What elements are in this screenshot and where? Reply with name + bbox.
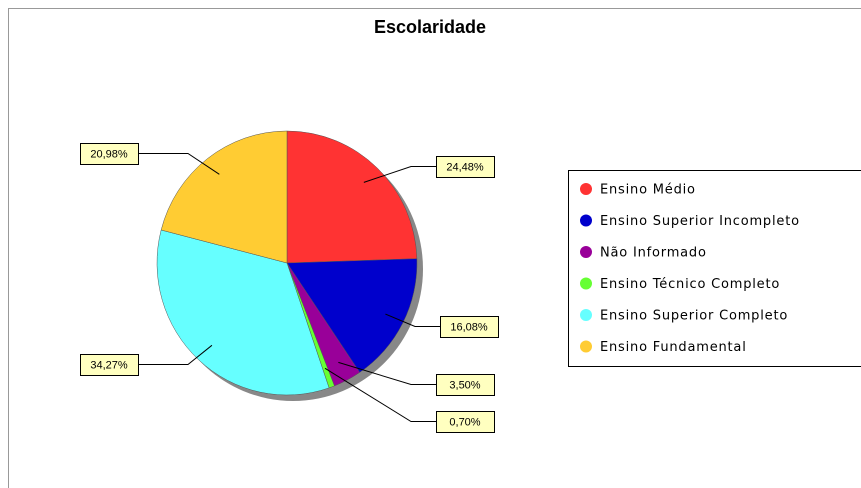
value-label: 3,50% [449, 379, 480, 391]
legend-marker [580, 183, 592, 195]
value-label: 20,98% [90, 148, 128, 160]
pie-slice [160, 130, 288, 264]
value-label-box [436, 374, 495, 396]
legend-marker [580, 246, 592, 258]
leader-line [138, 153, 220, 175]
value-label: 16,08% [450, 321, 488, 333]
legend-box [568, 170, 861, 367]
legend-label: Não Informado [600, 246, 707, 261]
value-label: 34,27% [90, 359, 128, 371]
legend-marker [580, 277, 592, 290]
value-label-box [80, 143, 139, 165]
legend-label: Ensino Fundamental [600, 340, 747, 355]
legend-marker [580, 340, 592, 353]
legend-label: Ensino Superior Completo [600, 309, 788, 324]
leader-line [138, 344, 213, 365]
value-label: 24,48% [446, 161, 484, 173]
value-label: 0,70% [449, 416, 480, 428]
pie-slice [286, 130, 418, 264]
leader-line [363, 166, 436, 183]
value-label-box [80, 354, 139, 376]
legend-label: Ensino Médio [600, 183, 696, 198]
value-label-box [440, 316, 499, 338]
value-label-box [436, 411, 495, 433]
legend-label: Ensino Superior Incompleto [600, 214, 800, 229]
pie-slice [156, 229, 330, 396]
leader-line [385, 313, 440, 327]
legend-label: Ensino Técnico Completo [600, 277, 780, 292]
chart-title: Escolaridade [374, 17, 486, 37]
leader-line [324, 367, 436, 422]
pie-slice [286, 258, 418, 373]
leader-line [338, 361, 436, 385]
legend-marker [580, 214, 592, 227]
legend-marker [580, 309, 592, 321]
value-label-box [436, 156, 495, 178]
